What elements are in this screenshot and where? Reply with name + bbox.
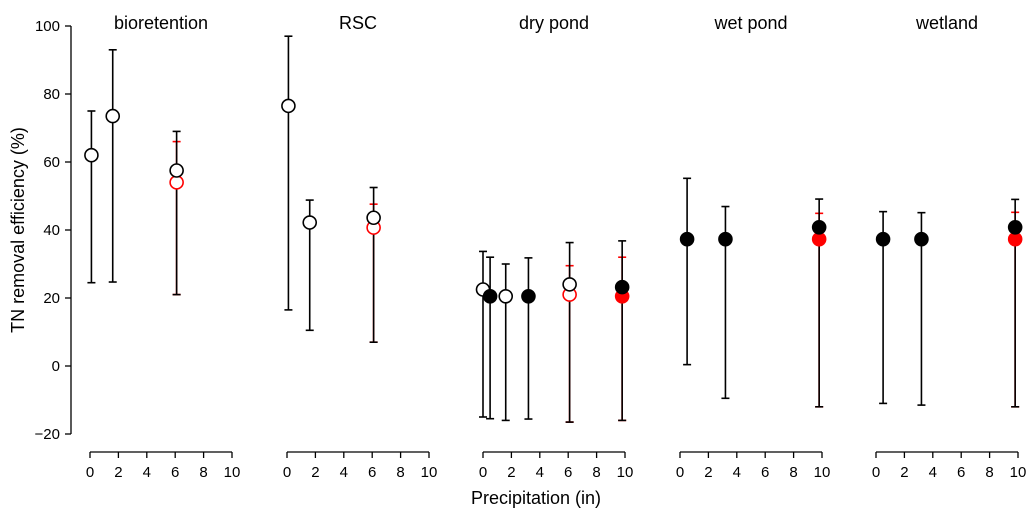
x-tick-label: 0 — [86, 464, 94, 481]
x-tick-label: 4 — [536, 464, 544, 481]
panel-bioretention: bioretention 0 2 4 6 8 10 — [84, 13, 241, 481]
x-tick-label: 0 — [872, 464, 880, 481]
data-point — [281, 98, 296, 114]
data-point — [614, 279, 630, 295]
x-tick-label: 6 — [957, 464, 965, 481]
x-tick-label: 0 — [479, 464, 487, 481]
error-bar — [108, 48, 117, 283]
x-tick-label: 0 — [283, 464, 291, 481]
data-point — [811, 219, 827, 235]
error-bar — [486, 256, 495, 420]
error-bar — [172, 130, 181, 296]
error-bar — [479, 250, 487, 418]
data-point — [811, 231, 827, 247]
x-tick-label: 8 — [592, 464, 600, 481]
error-bar — [284, 35, 293, 311]
x-tick-label: 2 — [114, 464, 122, 481]
panel-RSC: RSC 0 2 4 6 8 10 — [281, 13, 438, 481]
panel-title: RSC — [339, 13, 377, 33]
x-tick-label: 2 — [311, 464, 319, 481]
y-axis: 100 80 60 40 20 0 −20 TN removal efficiency (%… — [8, 18, 72, 443]
data-point — [84, 147, 99, 163]
error-bar — [87, 110, 96, 284]
panels: bioretention 0 2 4 6 8 10 RSC 0 2 4 6 8 10 dry pond 0 2 4… — [84, 13, 1027, 481]
y-tick-label: −20 — [35, 426, 60, 443]
y-ticks: 100 80 60 40 20 0 −20 — [35, 18, 71, 443]
data-point — [366, 210, 381, 226]
x-tick-label: 10 — [617, 464, 634, 481]
data-point — [1007, 219, 1023, 235]
x-tick-label: 8 — [985, 464, 993, 481]
y-tick-label: 100 — [35, 18, 60, 35]
error-bar — [501, 263, 510, 422]
data-point — [105, 108, 121, 124]
x-tick-label: 4 — [733, 464, 741, 481]
data-point — [169, 163, 184, 178]
panel-title: wetland — [915, 13, 978, 33]
x-tick-label: 8 — [199, 464, 207, 481]
x-tick-label: 10 — [224, 464, 241, 481]
data-point — [562, 277, 577, 292]
data-point — [498, 288, 514, 304]
x-tick-label: 4 — [340, 464, 348, 481]
x-tick-label: 0 — [676, 464, 684, 481]
data-point — [169, 175, 184, 190]
y-axis-label: TN removal efficiency (%) — [8, 127, 28, 333]
error-bar — [618, 240, 627, 422]
x-tick-label: 4 — [143, 464, 151, 481]
panel-title: dry pond — [519, 13, 589, 33]
x-tick-label: 10 — [814, 464, 831, 481]
panel-dry-pond: dry pond 0 2 4 6 8 10 — [475, 13, 634, 481]
data-point — [482, 288, 498, 304]
y-tick-label: 20 — [43, 290, 60, 307]
panel-wetland: wetland 0 2 4 6 8 10 — [872, 13, 1027, 481]
data-point — [521, 288, 536, 304]
data-point — [914, 231, 929, 247]
x-tick-label: 4 — [929, 464, 937, 481]
panel-wet-pond: wet pond 0 2 4 6 8 10 — [676, 13, 831, 481]
x-tick-label: 8 — [789, 464, 797, 481]
x-tick-label: 8 — [396, 464, 404, 481]
x-tick-label: 2 — [507, 464, 515, 481]
error-bar — [683, 177, 692, 366]
data-point — [302, 215, 318, 230]
data-point — [718, 231, 733, 247]
x-tick-label: 6 — [564, 464, 572, 481]
panel-title: wet pond — [713, 13, 787, 33]
data-point — [875, 231, 891, 247]
y-tick-label: 60 — [43, 154, 60, 171]
panel-title: bioretention — [114, 13, 208, 33]
x-tick-label: 10 — [1010, 464, 1027, 481]
x-tick-label: 6 — [171, 464, 179, 481]
x-tick-label: 2 — [900, 464, 908, 481]
error-bar — [565, 241, 574, 423]
x-tick-label: 6 — [761, 464, 769, 481]
data-point — [1007, 231, 1023, 247]
y-tick-label: 40 — [43, 222, 60, 239]
y-tick-label: 0 — [52, 358, 60, 375]
error-bar — [524, 257, 533, 420]
x-tick-label: 2 — [704, 464, 712, 481]
data-point — [679, 231, 695, 247]
x-tick-label: 10 — [421, 464, 438, 481]
x-tick-label: 6 — [368, 464, 376, 481]
y-tick-label: 80 — [43, 86, 60, 103]
x-axis-label: Precipitation (in) — [471, 488, 601, 508]
